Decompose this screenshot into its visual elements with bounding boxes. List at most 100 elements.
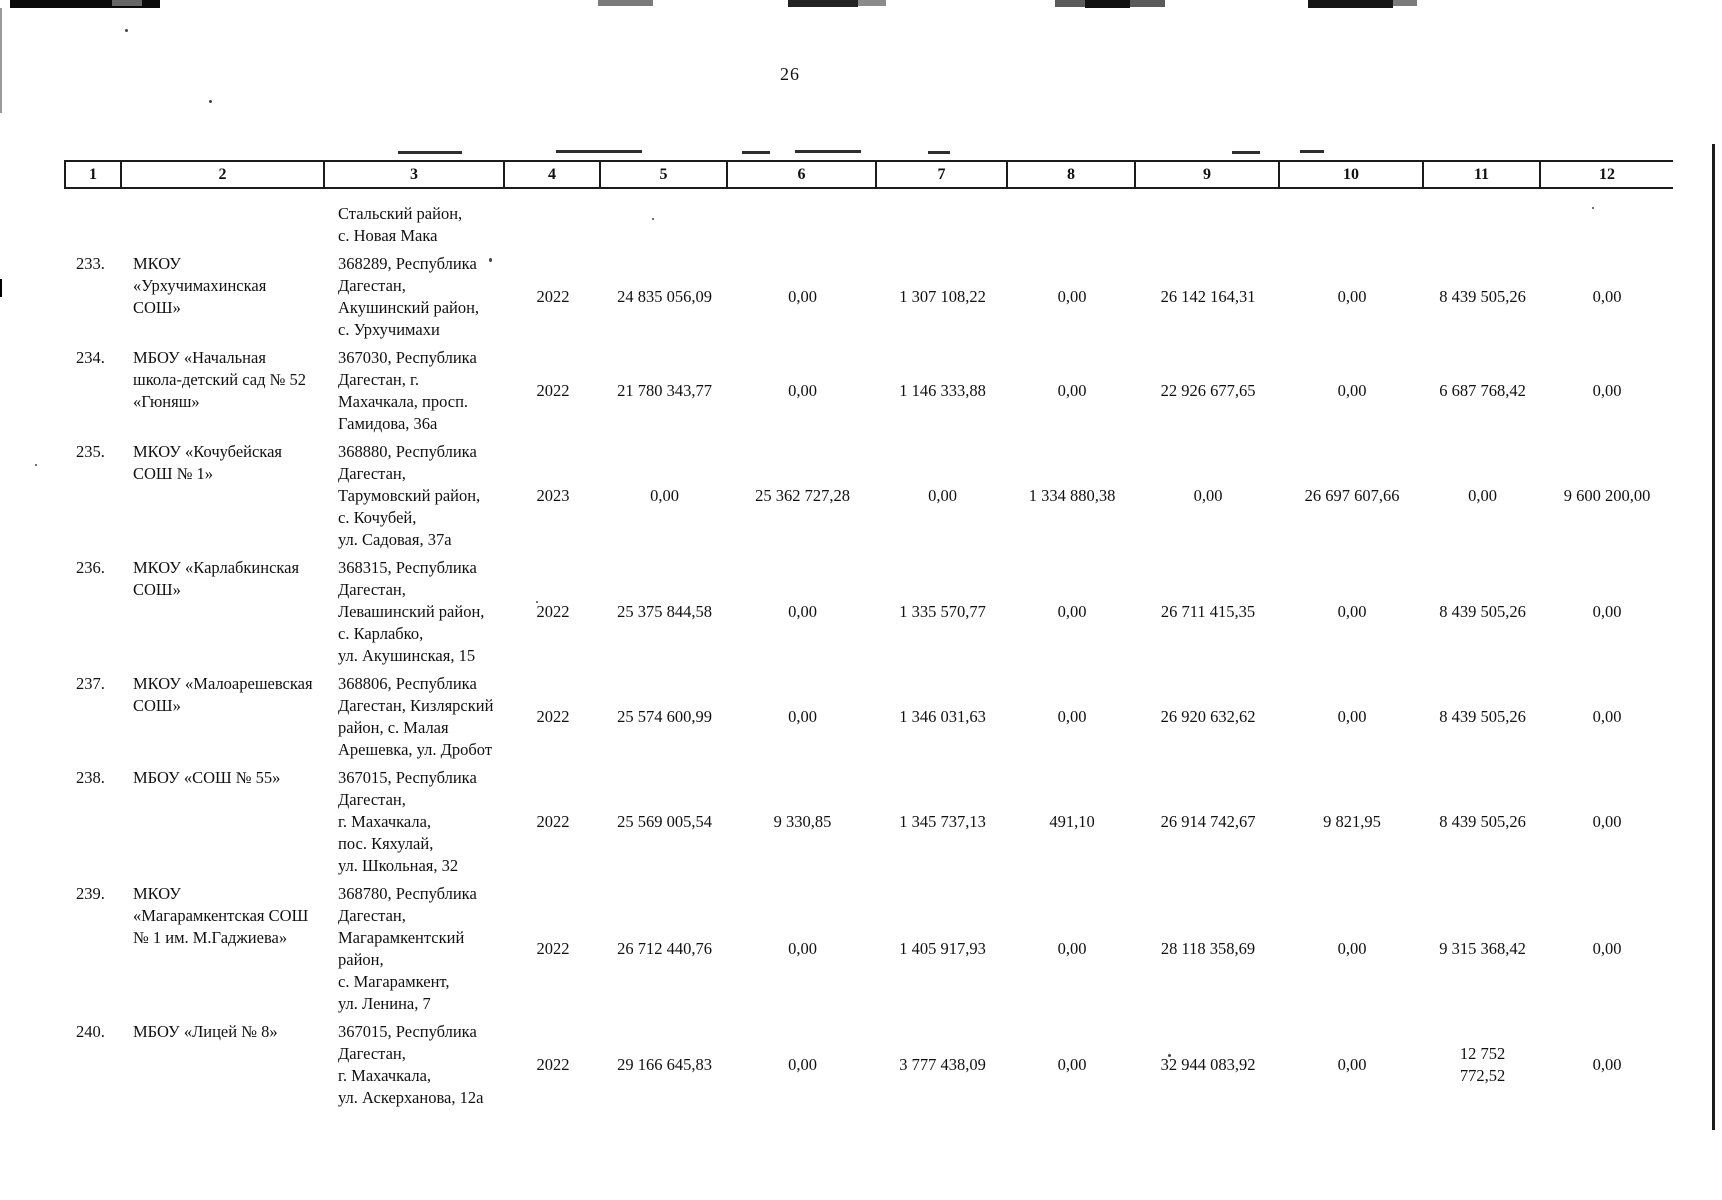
year-cell: 2022: [536, 812, 570, 831]
value-cell: 1 146 333,88: [899, 381, 986, 400]
address-cell: 368289, Республика Дагестан, Акушинский ра…: [338, 254, 480, 339]
school-name-cell: МБОУ «Лицей № 8»: [133, 1022, 278, 1041]
scan-artifact: [1308, 0, 1393, 8]
value-cell: 0,00: [1057, 602, 1087, 621]
value-cell: [1136, 203, 1280, 247]
column-header: 8: [1008, 162, 1136, 187]
value-cell: 1 335 570,77: [899, 602, 986, 621]
value-cell: [601, 203, 728, 247]
address-cell: 368806, Республика Дагестан, Кизлярский ра…: [338, 674, 494, 759]
address-cell: 367015, Республика Дагестан, г. Махачкала,…: [338, 1022, 484, 1107]
scan-artifact: [598, 0, 653, 6]
value-cell: 0,00: [788, 1055, 817, 1074]
school-name-cell: МКОУ «Карлабкинская СОШ»: [133, 558, 300, 599]
address-cell: 367015, Республика Дагестан, г. Махачкала,…: [338, 768, 477, 875]
scan-artifact: [536, 601, 538, 603]
scan-artifact: [788, 0, 858, 7]
value-cell: 0,00: [1468, 486, 1497, 505]
school-name-cell: [122, 203, 325, 247]
value-cell: 32 944 083,92: [1160, 1055, 1256, 1074]
row-number-cell: [64, 203, 122, 247]
scan-artifact: [795, 150, 861, 153]
value-cell: 0,00: [788, 602, 817, 621]
value-cell: 24 835 056,09: [617, 287, 712, 306]
column-header: 4: [505, 162, 601, 187]
value-cell: 8 439 505,26: [1439, 602, 1526, 621]
table-row: 240. МБОУ «Лицей № 8» 367015, Республика Да…: [64, 1021, 1673, 1109]
table-row: Стальский район, с. Новая Мака: [64, 203, 1673, 247]
value-cell: 0,00: [1592, 602, 1622, 621]
column-header: 9: [1136, 162, 1280, 187]
year-cell: 2022: [536, 939, 570, 958]
value-cell: 0,00: [1592, 381, 1622, 400]
year-cell: 2022: [536, 707, 570, 726]
scan-artifact: [1592, 207, 1594, 209]
table-body: Стальский район, с. Новая Мака 233. МКОУ «Ур…: [64, 203, 1673, 1109]
column-header: 1: [64, 162, 122, 187]
value-cell: 0,00: [788, 381, 817, 400]
school-name-cell: МБОУ «СОШ № 55»: [133, 768, 281, 787]
value-cell: 0,00: [1592, 1055, 1622, 1074]
value-cell: [1541, 203, 1673, 247]
address-cell: Стальский район, с. Новая Мака: [338, 204, 463, 245]
value-cell: 0,00: [1057, 381, 1087, 400]
scan-artifact: [1300, 150, 1324, 153]
value-cell: 0,00: [1337, 287, 1367, 306]
value-cell: 12 752 772,52: [1459, 1044, 1506, 1085]
table-row: 239. МКОУ «Магарамкентская СОШ № 1 им. М.Га…: [64, 883, 1673, 1015]
address-cell: 368315, Республика Дагестан, Левашинский р…: [338, 558, 485, 665]
scan-artifact: [0, 8, 2, 113]
value-cell: [1424, 203, 1541, 247]
scan-artifact: [1393, 0, 1417, 6]
scan-artifact: [489, 258, 492, 262]
value-cell: 21 780 343,77: [617, 381, 712, 400]
table-row: 237. МКОУ «Малоарешевская СОШ» 368806, Респ…: [64, 673, 1673, 761]
row-number-cell: 236.: [76, 558, 105, 577]
scan-artifact: [742, 151, 770, 154]
column-header: 12: [1599, 165, 1615, 183]
row-number-cell: 237.: [76, 674, 105, 693]
value-cell: [1280, 203, 1424, 247]
value-cell: 26 920 632,62: [1160, 707, 1256, 726]
value-cell: 0,00: [1592, 939, 1622, 958]
page-number: 26: [780, 64, 800, 84]
value-cell: 1 345 737,13: [899, 812, 986, 831]
scan-artifact: [10, 0, 160, 8]
value-cell: 9 600 200,00: [1563, 486, 1651, 505]
scan-artifact: [1232, 151, 1260, 154]
value-cell: 0,00: [1592, 707, 1622, 726]
row-number-cell: 235.: [76, 442, 105, 461]
value-cell: 26 142 164,31: [1160, 287, 1256, 306]
year-cell: 2023: [536, 486, 570, 505]
value-cell: 1 346 031,63: [899, 707, 986, 726]
value-cell: 9 330,85: [773, 812, 832, 831]
value-cell: [1008, 203, 1136, 247]
value-cell: [877, 203, 1008, 247]
value-cell: 491,10: [1049, 812, 1095, 831]
school-name-cell: МБОУ «Начальная школа-детский сад № 52 «Гю…: [133, 348, 306, 411]
value-cell: 25 574 600,99: [617, 707, 712, 726]
value-cell: 9 315 368,42: [1439, 939, 1526, 958]
school-name-cell: МКОУ «Урхучимахинская СОШ»: [133, 254, 267, 317]
table-row: 234. МБОУ «Начальная школа-детский сад № 5…: [64, 347, 1673, 435]
value-cell: 0,00: [788, 939, 817, 958]
column-header: 2: [122, 162, 325, 187]
scan-artifact: [1168, 1054, 1171, 1057]
value-cell: 0,00: [788, 287, 817, 306]
scan-artifact: [35, 464, 37, 466]
value-cell: 0,00: [1592, 812, 1622, 831]
value-cell: 0,00: [650, 486, 679, 505]
table-row: 233. МКОУ «Урхучимахинская СОШ» 368289, Респ…: [64, 253, 1673, 341]
value-cell: 26 712 440,76: [617, 939, 712, 958]
row-number-cell: 240.: [76, 1022, 105, 1041]
scan-artifact: [652, 218, 654, 220]
value-cell: [728, 203, 877, 247]
value-cell: 0,00: [1592, 287, 1622, 306]
row-number-cell: 239.: [76, 884, 105, 903]
table-row: 238. МБОУ «СОШ № 55» 367015, Республика Даг…: [64, 767, 1673, 877]
value-cell: 0,00: [1337, 939, 1367, 958]
table-row: 235. МКОУ «Кочубейская СОШ № 1» 368880, Рес…: [64, 441, 1673, 551]
row-number-cell: 238.: [76, 768, 105, 787]
value-cell: 1 307 108,22: [899, 287, 986, 306]
